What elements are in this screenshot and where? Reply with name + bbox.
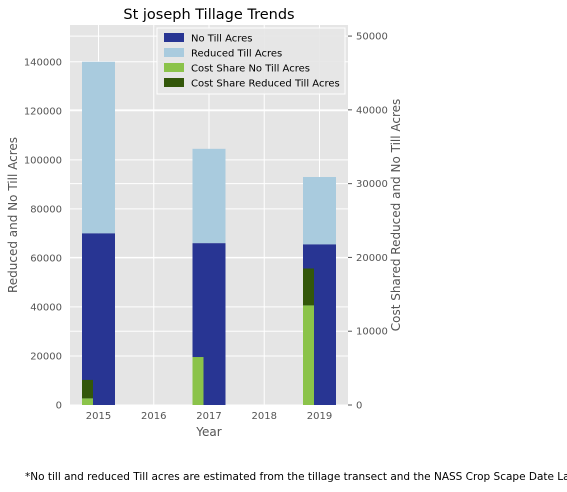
y2-tick-label: 10000	[356, 327, 388, 338]
y2-tick-label: 0	[356, 401, 362, 412]
legend-swatch	[164, 48, 184, 57]
bar-cost-share-no-till-2015	[82, 398, 93, 405]
chart-title: St joseph Tillage Trends	[123, 7, 294, 23]
bars	[82, 61, 336, 405]
axes: 0 20000 40000 60000 80000 100000 120000 140000 0…	[24, 32, 388, 422]
x-tick-label: 2018	[252, 411, 277, 422]
y2-axis-label: Cost Shared Reduced and No Till Acres	[389, 99, 403, 332]
bar-no-till-2015	[82, 233, 115, 405]
legend-label: Cost Share No Till Acres	[191, 64, 310, 75]
x-axis-label: Year	[195, 425, 221, 439]
y2-tick-label: 50000	[356, 32, 388, 43]
legend-label: Reduced Till Acres	[191, 49, 282, 60]
legend-box	[156, 27, 346, 95]
legend-swatch	[164, 33, 184, 42]
y-tick-label: 140000	[24, 57, 62, 68]
y-tick-label: 60000	[30, 253, 62, 264]
bar-cost-share-reduced-till-2019	[303, 268, 314, 306]
footnote: *No till and reduced Till acres are esti…	[25, 471, 567, 483]
y2-tick-label: 30000	[356, 179, 388, 190]
legend-label: Cost Share Reduced Till Acres	[191, 79, 340, 90]
legend-label: No Till Acres	[191, 34, 253, 45]
y-tick-label: 20000	[30, 351, 62, 362]
x-tick-label: 2017	[196, 411, 221, 422]
y-tick-label: 120000	[24, 106, 62, 117]
x-tick-label: 2019	[307, 411, 332, 422]
bar-reduced-till-2015	[82, 61, 115, 234]
bar-reduced-till-2019	[303, 177, 336, 245]
bar-cost-share-no-till-2019	[303, 305, 314, 405]
bar-cost-share-no-till-2017	[192, 357, 204, 405]
y-tick-label: 0	[56, 401, 62, 412]
bar-reduced-till-2017	[192, 148, 226, 244]
y-tick-label: 100000	[24, 155, 62, 166]
bar-cost-share-reduced-till-2015	[82, 379, 93, 399]
x-tick-label: 2015	[86, 411, 111, 422]
y-tick-label: 80000	[30, 204, 62, 215]
y2-tick-label: 40000	[356, 105, 388, 116]
legend: No Till Acres Reduced Till Acres Cost Shar…	[156, 27, 346, 95]
legend-swatch	[164, 63, 184, 72]
y2-tick-label: 20000	[356, 253, 388, 264]
x-tick-label: 2016	[141, 411, 166, 422]
y-tick-label: 40000	[30, 302, 62, 313]
legend-swatch	[164, 78, 184, 87]
y-axis-label: Reduced and No Till Acres	[6, 137, 20, 293]
